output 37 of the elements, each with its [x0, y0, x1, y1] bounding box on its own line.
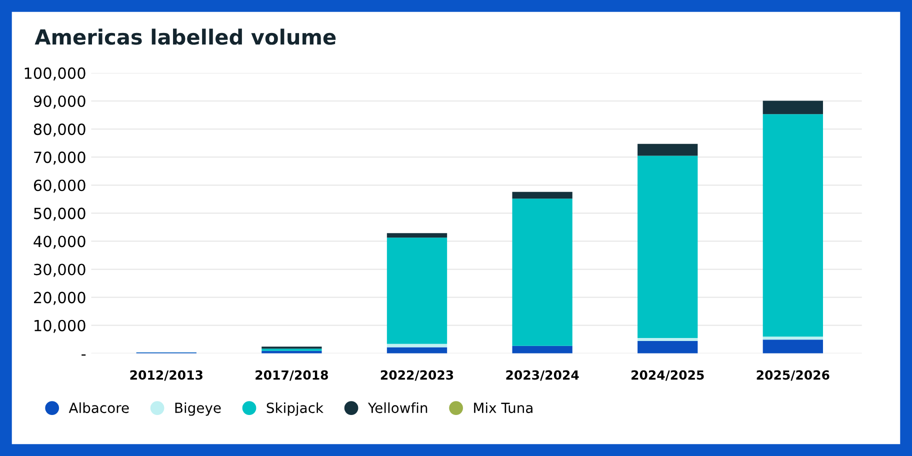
- legend-label: Albacore: [68, 402, 129, 414]
- y-tick-label: 20,000: [34, 292, 86, 305]
- bar: [638, 341, 698, 354]
- legend-label: Bigeye: [175, 402, 221, 416]
- y-tick-label: 100,000: [24, 67, 86, 81]
- x-tick-label: 2022/2023: [380, 370, 454, 381]
- legend-label: Skipjack: [266, 402, 324, 416]
- y-tick-label: -: [82, 354, 86, 356]
- y-tick-label: 90,000: [34, 95, 86, 109]
- y-tick-label: 10,000: [34, 320, 86, 333]
- y-tick-label: 40,000: [34, 236, 86, 249]
- x-tick-label: 2023/2024: [506, 370, 579, 381]
- x-tick-label: 2024/2025: [632, 370, 704, 381]
- bar: [762, 340, 823, 354]
- x-tick-label: 2025/2026: [756, 370, 830, 381]
- legend-label: Mix Tuna: [474, 402, 532, 414]
- bar: [762, 336, 823, 340]
- x-tick-label: 2012/2013: [130, 370, 202, 381]
- y-tick-label: 60,000: [34, 180, 86, 193]
- y-tick-label: 80,000: [34, 124, 86, 137]
- legend-label: Yellowfin: [368, 402, 428, 414]
- bar: [762, 100, 823, 114]
- bar: [512, 346, 572, 354]
- bar: [512, 192, 572, 199]
- y-tick-label: 70,000: [34, 152, 86, 165]
- bar: [638, 156, 698, 338]
- x-tick-label: 2017/2018: [256, 370, 328, 381]
- bar: [386, 233, 448, 238]
- chart-title: Americas labelled volume: [34, 28, 336, 45]
- bar: [638, 144, 698, 156]
- bar: [762, 114, 823, 337]
- bar: [638, 338, 698, 342]
- y-tick-label: 50,000: [34, 208, 86, 221]
- bar: [512, 198, 572, 346]
- bar: [386, 238, 448, 344]
- y-tick-label: 30,000: [34, 264, 86, 277]
- bar: [386, 347, 448, 354]
